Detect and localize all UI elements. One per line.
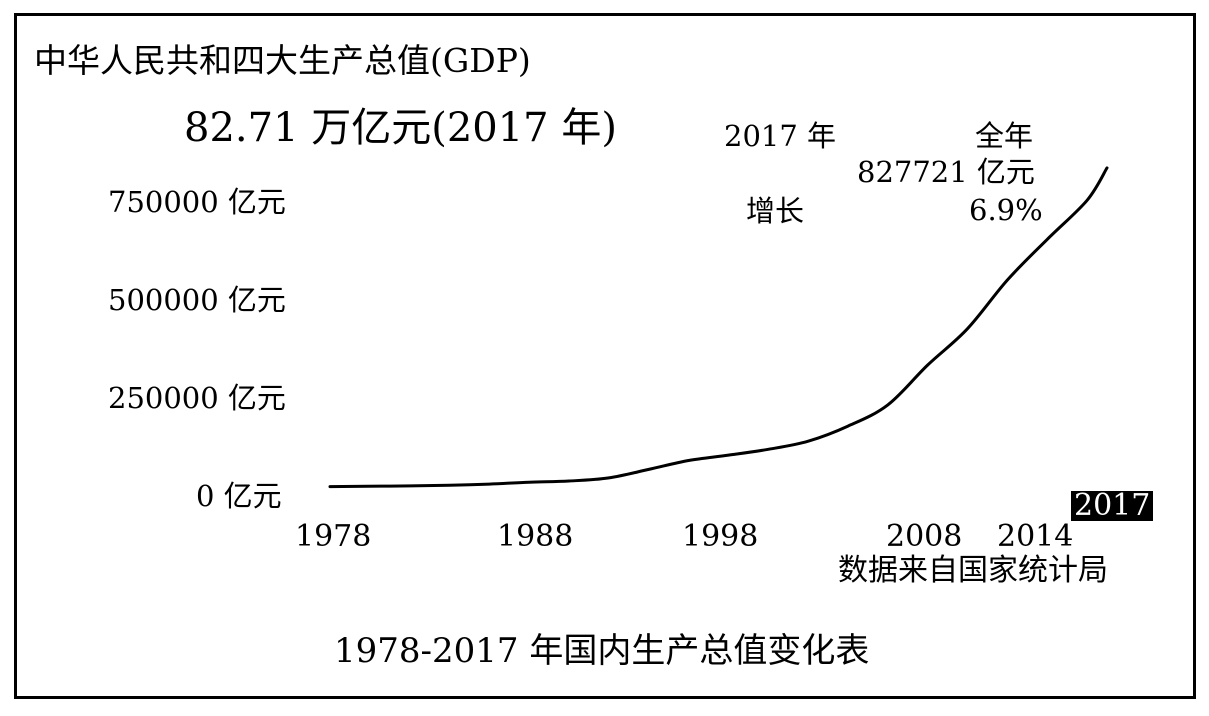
annotation-gdp-value: 827721 亿元 [857,155,1035,189]
gdp-total-label: 82.71 万亿元(2017 年) [184,105,617,151]
data-source-note: 数据来自国家统计局 [838,553,1108,588]
y-tick-label: 250000 亿元 [108,381,286,415]
chart-caption: 1978-2017 年国内生产总值变化表 [334,631,870,671]
x-tick-label: 2014 [997,519,1074,554]
y-tick-label: 0 亿元 [196,479,282,513]
y-tick-label: 500000 亿元 [108,283,286,317]
annotation-full-year: 全年 [975,119,1034,153]
chart-frame [14,13,1196,699]
y-tick-label: 750000 亿元 [108,185,286,219]
x-tick-label: 2008 [886,519,963,554]
annotation-year: 2017 年 [724,119,837,153]
x-tick-label: 1988 [497,519,574,554]
x-tick-label: 1998 [682,519,759,554]
x-tick-label: 1978 [295,519,372,554]
chart-title: 中华人民共和四大生产总值(GDP) [34,41,531,80]
annotation-growth-value: 6.9% [969,193,1043,227]
annotation-growth-label: 增长 [746,194,805,228]
gdp-series-line [328,166,1109,489]
x-tick-label-highlighted: 2017 [1071,491,1154,521]
